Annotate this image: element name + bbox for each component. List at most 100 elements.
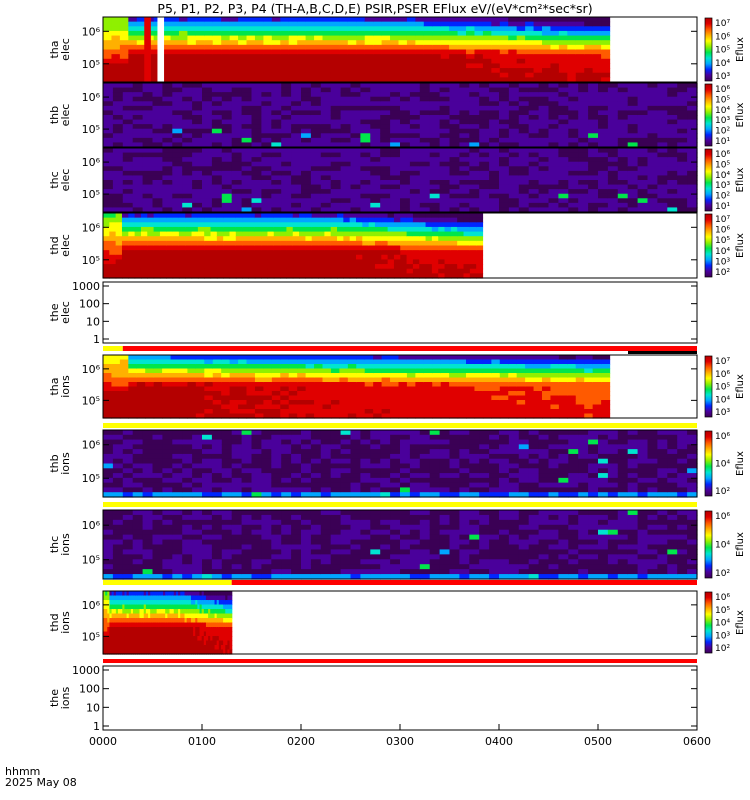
heat-cell [204, 264, 212, 270]
heat-cell [142, 207, 154, 213]
heat-cell [235, 245, 243, 251]
heat-cell [122, 184, 134, 190]
heat-cell [229, 359, 239, 365]
heat-cell [469, 259, 477, 265]
heat-cell [305, 58, 315, 65]
heat-cell [415, 364, 425, 370]
heat-cell [242, 240, 250, 247]
heat-cell [538, 482, 550, 489]
heat-cell [542, 30, 552, 37]
heat-cell [637, 101, 649, 107]
heat-cell [103, 492, 114, 498]
heat-cell [314, 30, 324, 37]
heat-cell [457, 40, 467, 46]
heat-cell [432, 409, 442, 415]
heat-cell [370, 444, 381, 450]
heat-cell [538, 453, 550, 460]
heat-cell [185, 226, 193, 233]
heat-cell [558, 482, 569, 489]
heat-cell [347, 400, 357, 406]
heat-cell [320, 148, 332, 154]
heat-cell [347, 391, 357, 397]
heat-cell [474, 368, 484, 374]
heat-cell [314, 54, 324, 60]
heat-cell [119, 40, 129, 46]
heat-cell [687, 175, 698, 181]
heat-cell [419, 96, 431, 102]
heat-cell [617, 119, 629, 125]
heat-cell [251, 96, 262, 102]
heat-cell [182, 92, 193, 98]
heat-cell [178, 259, 186, 265]
heat-cell [221, 492, 233, 498]
heat-cell [584, 359, 594, 365]
heat-cell [170, 72, 180, 78]
heat-cell [339, 386, 349, 392]
heat-cell [192, 453, 203, 460]
heat-cell [393, 217, 401, 223]
heat-cell [657, 166, 668, 172]
heat-cell [499, 382, 509, 388]
heat-cell [204, 395, 214, 401]
heat-cell [360, 463, 371, 469]
heat-cell [311, 240, 319, 247]
heat-cell [362, 236, 370, 242]
heat-cell [469, 473, 480, 479]
heat-cell [637, 148, 649, 154]
heat-cell [301, 430, 312, 436]
heat-cell [380, 449, 391, 455]
heat-cell [438, 222, 446, 228]
heat-cell [356, 30, 366, 37]
heat-cell [432, 30, 442, 37]
heat-cell [542, 359, 552, 365]
heat-cell [457, 213, 465, 219]
heat-cell [508, 152, 520, 158]
heat-cell [192, 161, 203, 167]
heat-cell [221, 359, 231, 365]
heat-cell [518, 184, 530, 190]
heat-cell [370, 124, 381, 130]
heat-cell [241, 128, 253, 134]
heat-cell [103, 368, 113, 374]
heat-cell [340, 477, 352, 484]
heat-cell [390, 463, 401, 469]
heat-cell [263, 54, 273, 60]
heat-cell [178, 386, 189, 392]
heat-cell [409, 115, 421, 121]
heat-cell [400, 273, 408, 279]
heat-cell [390, 63, 400, 69]
y-tick-label: 100 [79, 298, 100, 311]
heat-cell [432, 359, 442, 365]
heat-cell [136, 30, 146, 37]
heat-cell [528, 453, 540, 460]
heat-cell [449, 482, 460, 489]
heat-cell [489, 473, 500, 479]
heat-cell [440, 40, 450, 46]
heat-cell [398, 391, 408, 397]
heat-cell [195, 391, 205, 397]
heat-cell [322, 364, 332, 370]
heat-cell [390, 170, 401, 177]
heat-cell [330, 83, 342, 89]
heat-cell [182, 468, 193, 474]
heat-cell [390, 359, 400, 365]
heat-cell [318, 226, 325, 233]
heat-cell [337, 268, 344, 274]
heat-cell [423, 44, 433, 51]
heat-cell [263, 355, 273, 361]
heat-cell [211, 115, 223, 121]
heat-cell [406, 44, 416, 51]
heat-cell [347, 68, 357, 74]
heat-cell [297, 21, 307, 27]
heat-cell [192, 458, 203, 465]
heat-cell [301, 96, 312, 102]
heat-cell [305, 250, 313, 256]
heat-cell [281, 142, 292, 148]
heat-cell [111, 400, 121, 406]
heat-cell [310, 175, 322, 181]
heat-cell [142, 487, 154, 493]
heat-cell [153, 264, 161, 270]
heat-cell [261, 468, 272, 474]
heat-cell [538, 473, 550, 479]
heat-cell [271, 458, 282, 465]
